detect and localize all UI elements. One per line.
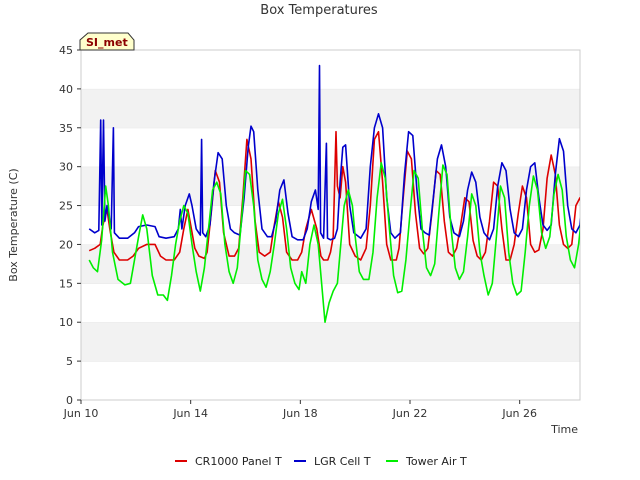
x-tick-label: Jun 10: [63, 407, 99, 420]
y-tick-label: 35: [59, 122, 73, 135]
plot-background-bands: [81, 49, 580, 400]
badge-label: SI_met: [86, 36, 128, 49]
y-tick-label: 40: [59, 83, 73, 96]
plot-band: [81, 50, 580, 89]
y-tick-label: 45: [59, 44, 73, 57]
plot-band: [81, 88, 580, 128]
plot-band: [81, 127, 580, 167]
y-tick-label: 0: [66, 394, 73, 407]
plot-band: [81, 283, 580, 323]
chart-title: Box Temperatures: [260, 3, 378, 18]
legend-label: LGR Cell T: [314, 455, 371, 468]
badge-shape: [79, 32, 135, 51]
legend-label: Tower Air T: [405, 455, 467, 468]
y-tick-label: 5: [66, 355, 73, 368]
series-layer: [88, 64, 580, 323]
y-tick-label: 15: [59, 277, 73, 290]
x-tick-label: Jun 22: [392, 407, 428, 420]
legend-label: CR1000 Panel T: [195, 455, 282, 468]
y-tick-label: 10: [59, 316, 73, 329]
series-line-1: [88, 64, 580, 241]
x-axis-label: Time: [550, 423, 578, 436]
y-tick-label: 25: [59, 200, 73, 213]
plot-band: [81, 361, 580, 400]
x-tick-label: Jun 26: [501, 407, 537, 420]
y-axis-label: Box Temperature (C): [7, 168, 20, 281]
series-line-0: [88, 130, 580, 261]
y-tick-label: 20: [59, 238, 73, 251]
y-tick-label: 30: [59, 161, 73, 174]
site-badge: SI_met: [79, 32, 135, 51]
plot-band: [81, 322, 580, 362]
x-tick-label: Jun 18: [282, 407, 318, 420]
x-axis: Jun 10 Jun 14 Jun 18 Jun 22 Jun 26: [63, 400, 537, 420]
legend: CR1000 Panel T LGR Cell T Tower Air T: [175, 455, 467, 468]
x-tick-label: Jun 14: [172, 407, 208, 420]
series-line-2: [88, 162, 580, 323]
y-axis: 0 5 10 15 20 25 30 35 40 45: [59, 44, 81, 407]
